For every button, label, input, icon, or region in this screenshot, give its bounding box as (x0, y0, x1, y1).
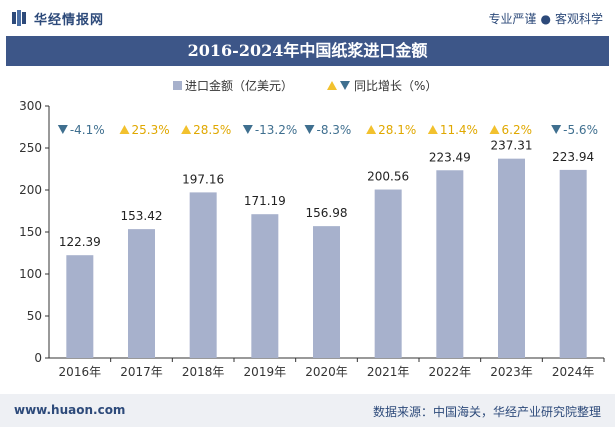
growth-label: -8.3% (317, 123, 352, 137)
growth-label: -5.6% (563, 123, 598, 137)
growth-up-triangle-icon (427, 125, 438, 134)
top-bar: 华经情报网 专业严谨 ● 客观科学 (0, 0, 615, 36)
bar (436, 170, 464, 358)
growth-down-triangle-icon (242, 125, 253, 134)
tagline-right: 客观科学 (554, 12, 603, 26)
x-tick-label: 2019年 (244, 365, 287, 379)
bar (251, 214, 279, 358)
y-tick-label: 100 (19, 267, 42, 281)
legend-growth-label: 同比增长（%） (354, 79, 437, 93)
x-tick-label: 2017年 (120, 365, 163, 379)
chart-svg: 进口金额（亿美元） 同比增长（%） 0 50 100 150 200 250 300 2016… (19, 78, 605, 379)
growth-up-triangle-icon (119, 125, 130, 134)
growth-down-triangle-icon (304, 125, 315, 134)
growth-up-triangle-icon (366, 125, 377, 134)
y-tick-label: 0 (34, 351, 42, 365)
x-tick-label: 2023年 (490, 365, 533, 379)
x-tick-label: 2022年 (429, 365, 472, 379)
x-tick-label: 2018年 (182, 365, 225, 379)
y-tick-label: 300 (19, 99, 42, 113)
bar-value-label: 153.42 (121, 209, 163, 223)
growth-down-triangle-icon (57, 125, 68, 134)
bar-value-label: 197.16 (182, 172, 224, 186)
legend-up-triangle-icon (327, 81, 337, 90)
footer: www.huaon.com 数据来源：中国海关，华经产业研究院整理 (0, 394, 615, 427)
bar (374, 189, 402, 358)
bar (498, 158, 525, 358)
bar (559, 169, 587, 358)
growth-label: 11.4% (440, 123, 478, 137)
x-tick-label: 2020年 (305, 365, 348, 379)
tagline-separator: ● (540, 12, 551, 26)
footer-site[interactable]: www.huaon.com (14, 403, 126, 417)
bar-value-label: 223.94 (552, 150, 594, 164)
legend-down-triangle-icon (340, 81, 350, 90)
growth-label: -4.1% (70, 123, 105, 137)
growth-label: -13.2% (255, 123, 297, 137)
legend-bar-swatch (173, 81, 182, 90)
growth-up-triangle-icon (181, 125, 192, 134)
bar-value-label: 237.31 (491, 139, 533, 153)
y-tick-label: 150 (19, 225, 42, 239)
growth-down-triangle-icon (551, 125, 562, 134)
bar-value-label: 156.98 (306, 206, 348, 220)
growth-label: 28.5% (193, 123, 231, 137)
growth-label: 25.3% (132, 123, 170, 137)
bars: 122.39 153.42 197.16 171.19 156.98 200.56 223.… (59, 139, 594, 358)
growth-label: 28.1% (378, 123, 416, 137)
axes: 0 50 100 150 200 250 300 2016年 2017年 2018年 2019年 20… (19, 99, 605, 379)
tagline: 专业严谨 ● 客观科学 (488, 10, 603, 27)
chart-title: 2016-2024年中国纸浆进口金额 (6, 36, 609, 66)
legend: 进口金额（亿美元） 同比增长（%） (173, 78, 437, 93)
y-tick-label: 200 (19, 183, 42, 197)
bar (189, 192, 217, 358)
bar (313, 226, 340, 358)
x-tick-label: 2021年 (367, 365, 410, 379)
x-tick-label: 2016年 (59, 365, 102, 379)
y-tick-label: 50 (27, 309, 42, 323)
footer-source: 数据来源：中国海关，华经产业研究院整理 (372, 405, 601, 419)
bar-value-label: 223.49 (429, 150, 471, 164)
bar-value-label: 200.56 (367, 170, 409, 184)
growth-label: 6.2% (502, 123, 533, 137)
growth-up-triangle-icon (489, 125, 500, 134)
x-tick-label: 2024年 (552, 365, 595, 379)
growth-markers: -4.1% 25.3% 28.5% -13.2% -8.3% 28.1% 11.4% 6.2%… (57, 123, 598, 137)
legend-bar-label: 进口金额（亿美元） (185, 78, 293, 93)
y-tick-label: 250 (19, 141, 42, 155)
tagline-left: 专业严谨 (488, 12, 537, 26)
bar (66, 255, 94, 358)
bar-value-label: 171.19 (244, 194, 286, 208)
brand-name: 华经情报网 (34, 13, 105, 28)
bar (128, 229, 155, 358)
bar-value-label: 122.39 (59, 235, 101, 249)
brand-logo-icon (12, 10, 26, 26)
chart-area: 进口金额（亿美元） 同比增长（%） 0 50 100 150 200 250 300 2016… (6, 66, 609, 392)
